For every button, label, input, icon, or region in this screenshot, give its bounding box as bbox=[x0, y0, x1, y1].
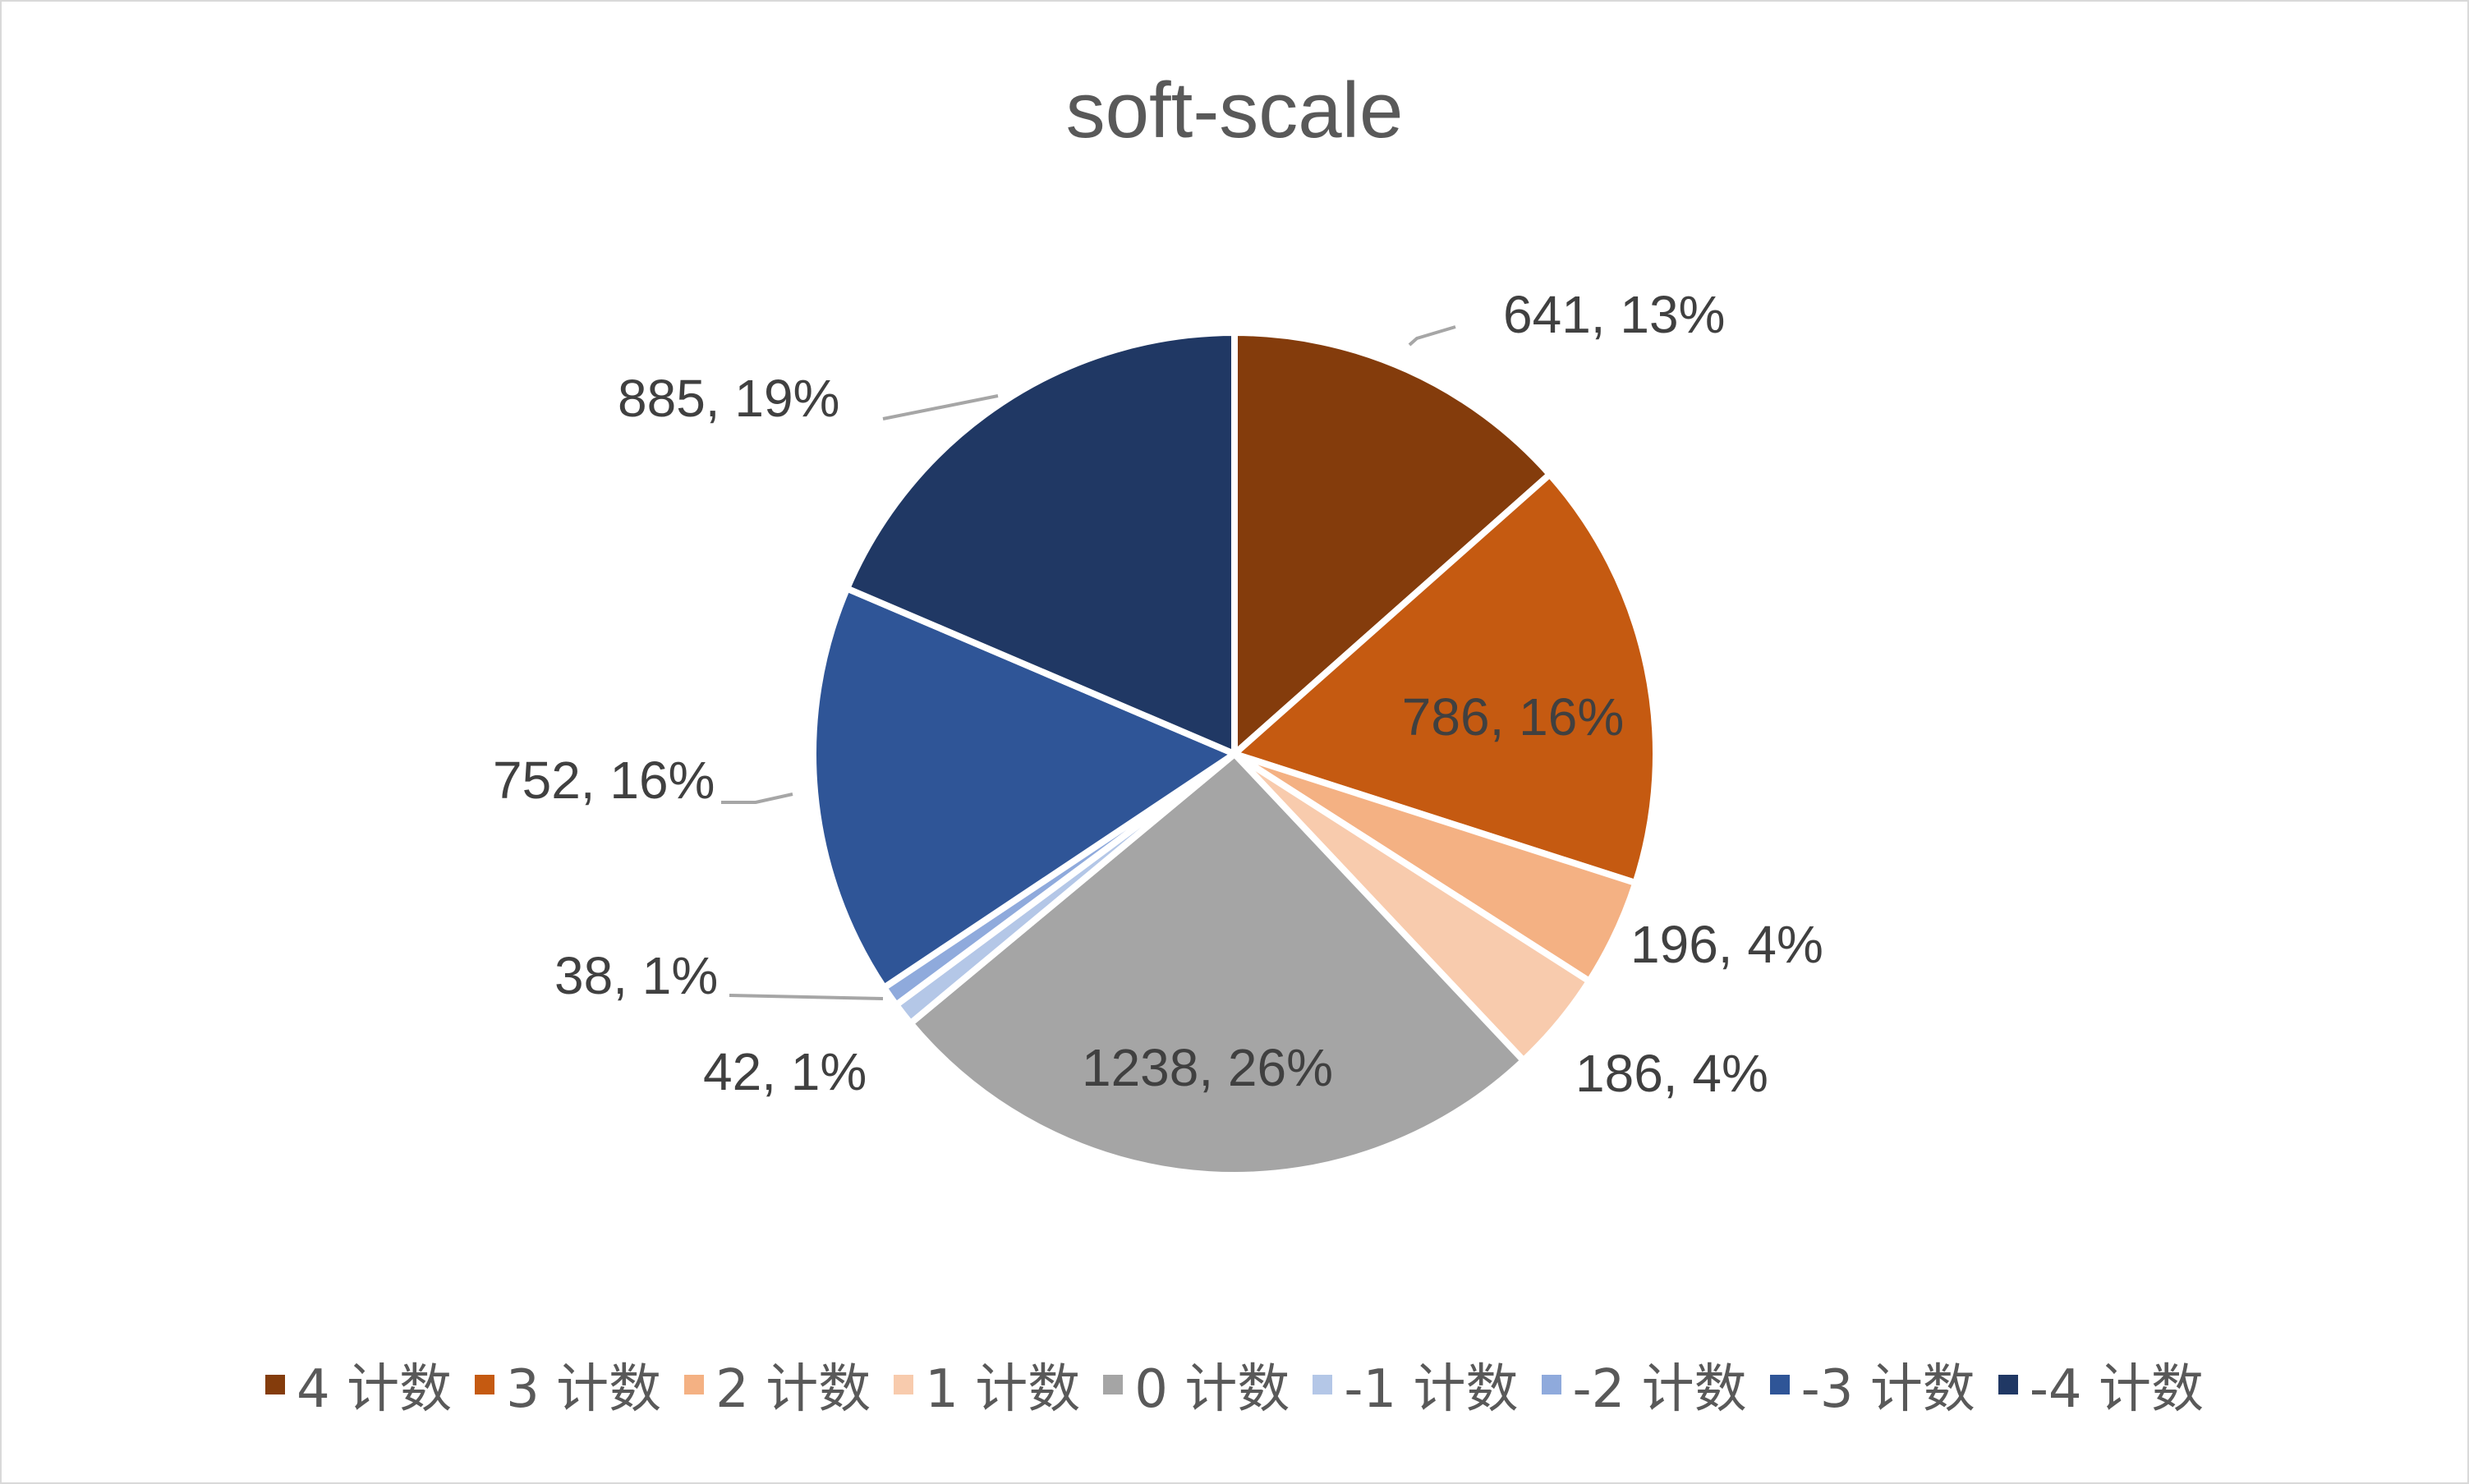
data-label: 752, 16% bbox=[493, 751, 715, 810]
legend-label: -1 计数 bbox=[1344, 1359, 1519, 1420]
pie-slice bbox=[1231, 329, 1553, 757]
pie-slice bbox=[809, 585, 1238, 991]
leader-line bbox=[1408, 325, 1456, 347]
legend-swatch bbox=[1998, 1375, 2018, 1394]
chart-title: soft-scale bbox=[1065, 67, 1404, 154]
legend-swatch bbox=[1313, 1375, 1333, 1394]
data-label: 186, 4% bbox=[1575, 1044, 1768, 1103]
data-label: 196, 4% bbox=[1630, 915, 1823, 974]
legend-swatch bbox=[1103, 1375, 1124, 1394]
chart-legend: 4 计数 3 计数 2 计数 1 计数 0 计数 -1 计数 -2 计数 -3 计数 -4 计数 bbox=[0, 1347, 2469, 1422]
legend-label: -2 计数 bbox=[1572, 1359, 1747, 1420]
legend-item: -2 计数 bbox=[1541, 1347, 1747, 1422]
legend-item: -4 计数 bbox=[1998, 1347, 2204, 1422]
data-label: 1238, 26% bbox=[1082, 1038, 1333, 1097]
legend-label: 3 计数 bbox=[506, 1359, 662, 1420]
legend-item: 4 计数 bbox=[265, 1347, 452, 1422]
legend-label: 0 计数 bbox=[1134, 1359, 1290, 1420]
legend-swatch bbox=[684, 1375, 705, 1394]
data-label: 641, 13% bbox=[1503, 285, 1725, 344]
legend-label: 4 计数 bbox=[297, 1359, 453, 1420]
legend-swatch bbox=[475, 1375, 495, 1394]
data-label: 42, 1% bbox=[703, 1042, 867, 1101]
pie-slice bbox=[1231, 471, 1659, 887]
data-label: 38, 1% bbox=[554, 946, 718, 1005]
legend-label: -3 计数 bbox=[1800, 1359, 1975, 1420]
legend-item: 3 计数 bbox=[475, 1347, 661, 1422]
legend-item: 0 计数 bbox=[1103, 1347, 1290, 1422]
leader-line bbox=[729, 994, 884, 1000]
legend-swatch bbox=[265, 1375, 286, 1394]
pie-slice bbox=[907, 751, 1527, 1178]
legend-item: -3 计数 bbox=[1769, 1347, 1975, 1422]
data-label: 786, 16% bbox=[1402, 687, 1624, 747]
pie-slice bbox=[844, 329, 1238, 757]
legend-item: 2 计数 bbox=[684, 1347, 871, 1422]
leader-line bbox=[721, 793, 793, 804]
legend-swatch bbox=[1769, 1375, 1790, 1394]
legend-label: -4 计数 bbox=[2029, 1359, 2204, 1420]
legend-label: 1 计数 bbox=[925, 1359, 1081, 1420]
data-label: 885, 19% bbox=[618, 369, 839, 428]
legend-swatch bbox=[1541, 1375, 1561, 1394]
legend-swatch bbox=[894, 1375, 914, 1394]
legend-label: 2 计数 bbox=[715, 1359, 871, 1420]
leader-line bbox=[882, 394, 999, 420]
legend-item: -1 计数 bbox=[1313, 1347, 1519, 1422]
legend-item: 1 计数 bbox=[894, 1347, 1080, 1422]
